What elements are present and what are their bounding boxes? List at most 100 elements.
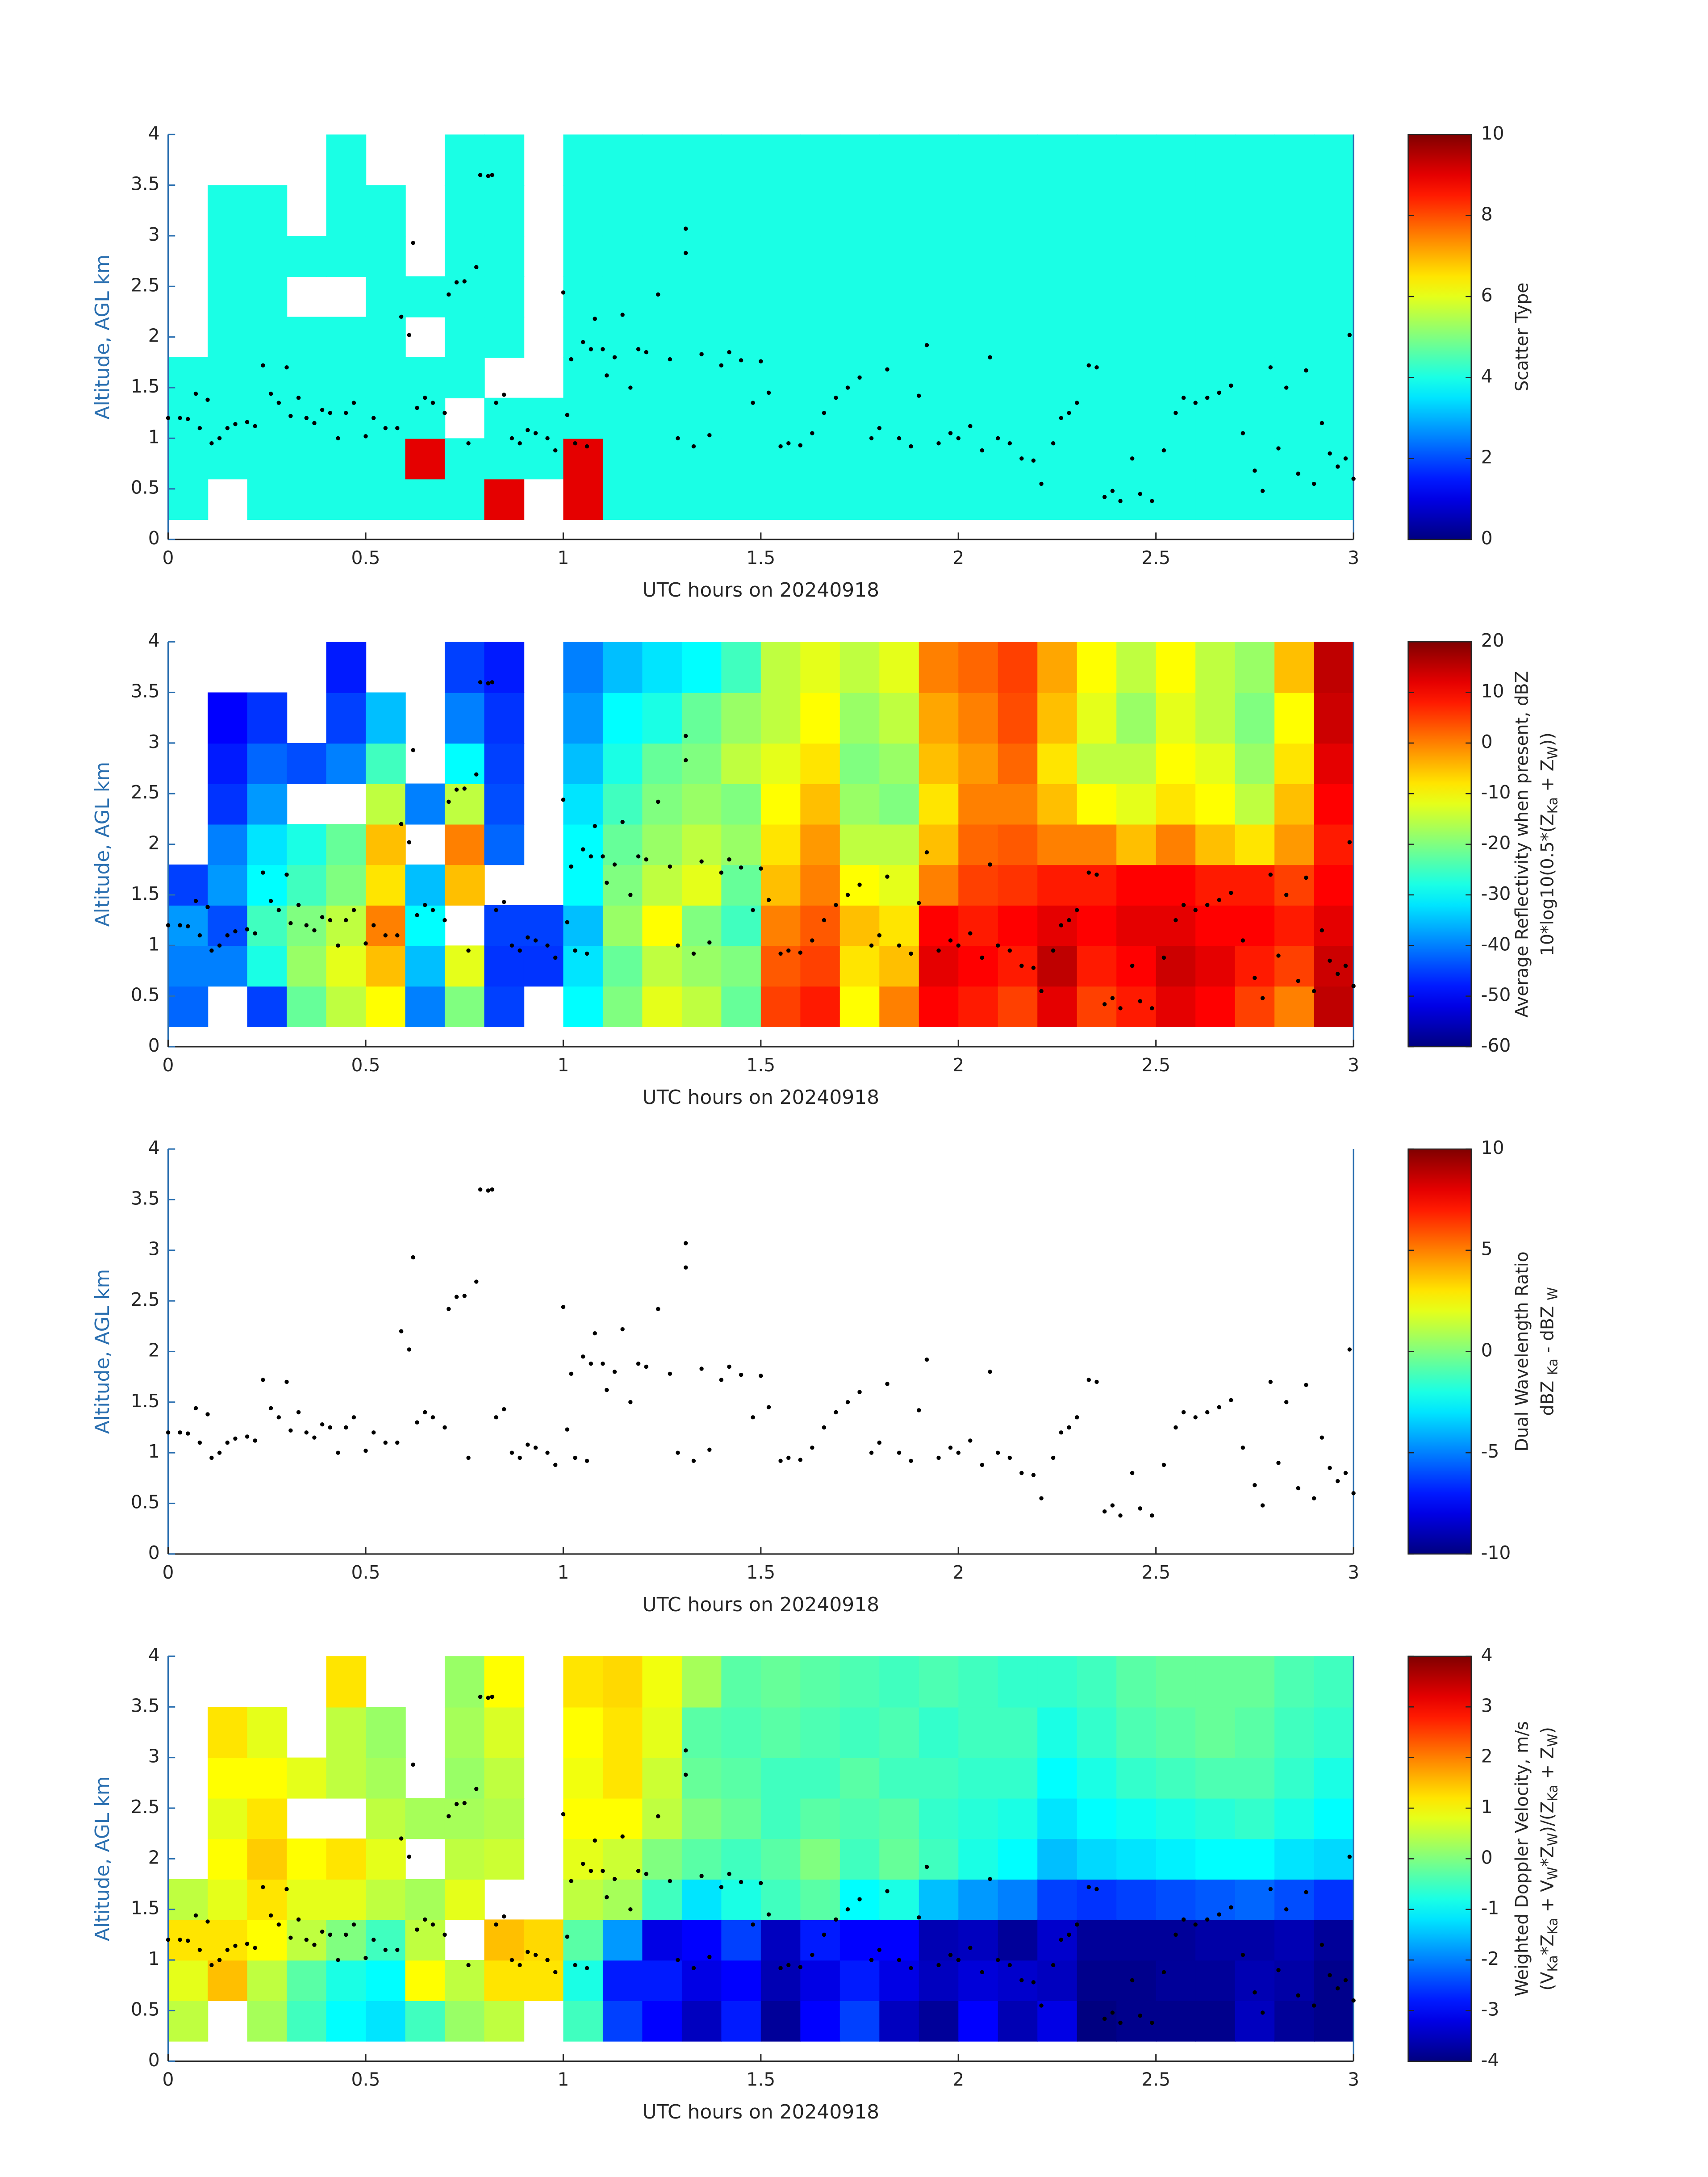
heat-cell	[405, 438, 446, 480]
heat-cell	[998, 2000, 1038, 2042]
cloud-base-point	[1205, 396, 1210, 400]
heat-cell	[563, 397, 604, 439]
y-tick-label: 0	[148, 1035, 160, 1056]
heat-cell	[681, 1798, 722, 1839]
heat-cell	[958, 945, 999, 987]
x-tick-label: 3	[1348, 2069, 1359, 2090]
cloud-base-point	[518, 948, 522, 953]
x-tick-label: 0.5	[351, 2069, 380, 2090]
heat-cell	[642, 1960, 683, 2002]
heat-cell	[523, 397, 564, 439]
cloud-base-point	[454, 1802, 459, 1806]
heat-cell	[484, 986, 525, 1027]
heat-cell	[681, 824, 722, 865]
cloud-base-point	[351, 1922, 356, 1927]
heat-cell	[1274, 1879, 1315, 1920]
heat-cell	[247, 1839, 288, 1880]
x-axis-label: UTC hours on 20240918	[643, 1593, 880, 1616]
heat-cell	[1116, 905, 1157, 946]
cloud-base-point	[917, 901, 921, 905]
heat-cell	[484, 438, 525, 480]
cloud-base-point	[1336, 1986, 1340, 1991]
colorbar-tick-label: 20	[1481, 630, 1504, 651]
cloud-base-point	[1067, 411, 1071, 415]
cloud-base-point	[1161, 448, 1166, 453]
heat-cell	[1274, 1919, 1315, 1961]
heat-cell	[1116, 692, 1157, 744]
cloud-base-point	[478, 1694, 483, 1699]
heat-cell	[800, 783, 841, 825]
heat-cell	[1077, 357, 1117, 398]
heat-cell	[405, 276, 446, 318]
colorbar-tick-label: -50	[1481, 984, 1511, 1006]
colorbar-tick-label: 4	[1481, 365, 1493, 387]
heat-cell	[1235, 134, 1275, 186]
heat-cell	[998, 1919, 1038, 1961]
cloud-base-point	[676, 436, 680, 441]
heat-cell	[444, 438, 485, 480]
heat-cell	[1116, 824, 1157, 865]
heat-cell	[839, 945, 880, 987]
cloud-base-point	[968, 931, 973, 936]
cloud-base-point	[193, 391, 198, 396]
heat-cell	[919, 1656, 959, 1708]
heat-cell	[602, 905, 643, 946]
x-tick-label: 1.5	[746, 1054, 775, 1076]
cloud-base-point	[178, 923, 182, 928]
cloud-base-point	[1031, 1980, 1036, 1985]
heat-cell	[760, 235, 801, 277]
cloud-base-point	[1051, 948, 1056, 953]
cloud-base-point	[691, 951, 696, 956]
heat-cell	[919, 317, 959, 358]
cloud-base-point	[447, 1307, 451, 1311]
heat-cell	[1235, 1707, 1275, 1758]
cloud-base-point	[897, 436, 902, 441]
cloud-base-point	[509, 1958, 514, 1962]
heat-cell	[563, 905, 604, 946]
heat-cell	[1116, 1879, 1157, 1920]
cloud-base-point	[1304, 368, 1308, 373]
cloud-base-point	[917, 393, 921, 398]
cloud-base-point	[1173, 1932, 1178, 1937]
cloud-base-point	[533, 1953, 538, 1957]
heat-cell	[800, 986, 841, 1027]
cloud-base-point	[1138, 2014, 1143, 2018]
heat-cell	[208, 864, 248, 906]
heat-cell	[602, 2000, 643, 2042]
heat-cell	[1195, 824, 1236, 865]
cloud-base-point	[1138, 1506, 1143, 1511]
heat-cell	[405, 783, 446, 825]
y-tick-label: 2	[148, 832, 160, 854]
heat-cell	[247, 1960, 288, 2002]
cloud-base-point	[1260, 2010, 1265, 2015]
heat-cell	[879, 692, 920, 744]
heat-cell	[681, 1879, 722, 1920]
heat-cell	[1077, 824, 1117, 865]
heat-cell	[1037, 864, 1077, 906]
cloud-base-point	[553, 955, 558, 960]
heat-cell	[1274, 185, 1315, 237]
colorbar-label-part: Ka	[1545, 1358, 1561, 1375]
heat-cell	[1116, 276, 1157, 318]
heat-cell	[602, 864, 643, 906]
heat-cell	[484, 1656, 525, 1708]
cloud-base-point	[1229, 890, 1233, 895]
heat-cell	[721, 134, 762, 186]
y-tick-label: 1	[148, 426, 160, 447]
heat-cell	[326, 864, 367, 906]
cloud-base-point	[411, 748, 415, 752]
cloud-base-point	[948, 1446, 953, 1450]
heat-cell	[326, 1707, 367, 1758]
cloud-base-point	[798, 1965, 803, 1969]
cloud-base-point	[593, 824, 597, 828]
cloud-base-point	[845, 1907, 850, 1912]
y-axis-label: Altitude, AGL km	[91, 255, 114, 419]
heat-cell	[1037, 945, 1077, 987]
heat-cell	[405, 986, 446, 1027]
cloud-base-point	[336, 1450, 340, 1455]
heat-cell	[1077, 642, 1117, 693]
heat-cell	[208, 1879, 248, 1920]
heat-cell	[563, 479, 604, 520]
x-tick-label: 1.5	[746, 1562, 775, 1583]
heat-cell	[681, 185, 722, 237]
